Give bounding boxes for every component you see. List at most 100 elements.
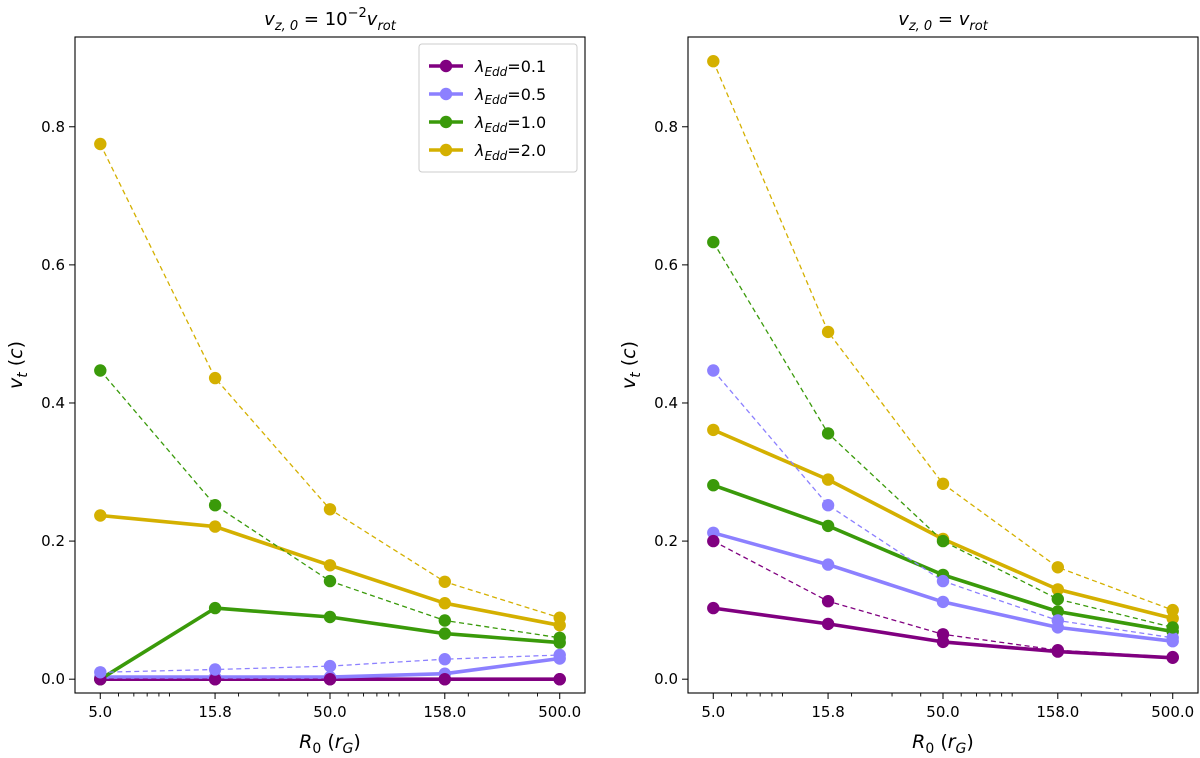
xlabel-var: R — [299, 731, 312, 753]
chart-panel-2: 5.0 15.8 50.0 158.0 500.00.00.20.40.60.8vz, … — [618, 9, 1199, 757]
data-point — [323, 503, 337, 516]
data-point — [1051, 605, 1065, 618]
data-point — [936, 534, 950, 548]
ylabel-unit: c — [5, 348, 27, 359]
data-point — [438, 673, 451, 686]
legend-swatch-marker — [439, 59, 453, 73]
title-eq: = 10 — [298, 9, 347, 30]
xlabel-close: ) — [966, 731, 973, 753]
data-point — [1051, 592, 1065, 606]
data-point — [553, 648, 566, 662]
legend-label: λEdd=0.5 — [474, 85, 546, 107]
xlabel-unit-sub: G — [343, 741, 354, 757]
data-point — [821, 558, 835, 571]
y-tick-label: 0.6 — [41, 256, 65, 274]
title-sub2: rot — [969, 19, 988, 34]
data-point — [821, 499, 835, 512]
ylabel-open: ( — [618, 359, 640, 372]
data-point — [707, 601, 720, 615]
legend-value: =1.0 — [507, 113, 546, 132]
data-point — [323, 559, 337, 572]
data-point — [553, 631, 566, 644]
y-tick-label: 0.0 — [41, 670, 65, 688]
data-point — [208, 601, 222, 615]
chart-title: vz, 0 = vrot — [898, 9, 989, 34]
xlabel-open: ( — [321, 731, 334, 753]
series-line — [712, 428, 1174, 621]
legend-value: =0.1 — [507, 57, 546, 76]
xlabel-unit: r — [948, 731, 957, 753]
series-line-dashed — [712, 60, 1173, 611]
y-tick-label: 0.8 — [654, 118, 678, 136]
legend-sub: Edd — [484, 149, 507, 163]
x-axis-label: R0 (rG) — [912, 731, 974, 757]
xlabel-close: ) — [353, 731, 360, 753]
data-point — [94, 509, 107, 522]
data-point — [1051, 561, 1065, 574]
data-point — [821, 325, 835, 339]
data-point — [707, 235, 720, 249]
data-point — [208, 499, 222, 512]
legend-lambda: λ — [474, 85, 484, 104]
data-point — [821, 427, 835, 440]
data-point — [1166, 650, 1179, 664]
y-axis-label: vt (c) — [5, 341, 31, 389]
data-point — [323, 610, 337, 624]
xlabel-unit: r — [335, 731, 344, 753]
data-point — [94, 137, 107, 151]
data-point — [208, 371, 222, 385]
title-var2: v — [367, 9, 378, 30]
legend-label: λEdd=2.0 — [474, 141, 546, 163]
xlabel-var: R — [912, 731, 925, 753]
data-point — [438, 653, 451, 666]
chart-title: vz, 0 = 10−2vrot — [264, 6, 397, 34]
data-point — [1051, 644, 1065, 657]
x-tick-label: 500.0 — [1151, 703, 1194, 721]
x-tick-label: 158.0 — [1036, 703, 1079, 721]
legend-value: =0.5 — [507, 85, 546, 104]
legend-lambda: λ — [474, 141, 484, 160]
x-tick-label: 5.0 — [701, 703, 725, 721]
xlabel-sub: 0 — [925, 741, 934, 757]
title-eq: = — [932, 9, 959, 30]
xlabel-sub: 0 — [312, 741, 321, 757]
series-line-dashed — [99, 143, 560, 619]
y-tick-label: 0.6 — [654, 256, 678, 274]
legend-swatch-marker — [439, 115, 453, 129]
data-point — [94, 666, 107, 679]
ylabel-sub: t — [15, 372, 31, 378]
ylabel-open: ( — [5, 359, 27, 372]
data-point — [323, 673, 337, 686]
data-point — [1166, 631, 1179, 644]
y-axis-label: vt (c) — [618, 341, 644, 389]
data-point — [707, 534, 720, 548]
legend-sub: Edd — [484, 93, 507, 107]
data-point — [821, 519, 835, 533]
data-point — [936, 628, 950, 641]
legend-value: =2.0 — [507, 141, 546, 160]
data-point — [821, 473, 835, 486]
axes-frame — [74, 36, 586, 694]
ylabel-sub: t — [628, 372, 644, 378]
y-tick-label: 0.8 — [41, 118, 65, 136]
legend-swatch-marker — [439, 143, 453, 157]
data-point — [94, 364, 107, 377]
data-point — [208, 520, 222, 533]
series-line — [712, 483, 1174, 634]
data-point — [707, 423, 720, 437]
title-var: v — [898, 9, 909, 30]
series-line-dashed — [712, 241, 1173, 629]
ylabel-var: v — [5, 377, 27, 389]
data-point — [1051, 583, 1065, 596]
y-tick-label: 0.2 — [654, 532, 678, 550]
title-sub: z, 0 — [274, 19, 298, 34]
xlabel-open: ( — [934, 731, 947, 753]
title-var: v — [264, 9, 275, 30]
title-sup: −2 — [348, 6, 367, 21]
data-point — [936, 595, 950, 609]
data-point — [1166, 603, 1179, 617]
x-axis-label: R0 (rG) — [299, 731, 361, 757]
